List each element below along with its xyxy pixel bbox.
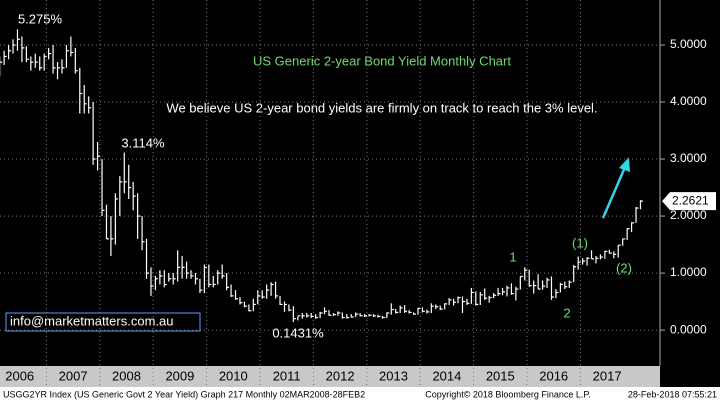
x-tick-label: 2007 bbox=[59, 368, 88, 383]
arrow-head bbox=[619, 157, 630, 172]
x-axis-band bbox=[0, 366, 660, 387]
chart-title: US Generic 2-year Bond Yield Monthly Cha… bbox=[253, 53, 511, 68]
annotation: (1) bbox=[572, 235, 588, 250]
arrow bbox=[601, 164, 628, 219]
contact: info@marketmatters.com.au bbox=[10, 313, 173, 328]
annotation: 2 bbox=[563, 305, 570, 320]
annotation: 0.1431% bbox=[272, 325, 324, 340]
last-value-box bbox=[662, 192, 716, 211]
x-tick-label: 2013 bbox=[379, 368, 408, 383]
x-tick-label: 2009 bbox=[165, 368, 194, 383]
chart-subtitle: We believe US 2-year bond yields are fir… bbox=[166, 100, 597, 115]
x-tick-label: 2017 bbox=[593, 368, 622, 383]
y-tick-label: 1.0000 bbox=[670, 265, 707, 279]
x-tick-label: 2016 bbox=[539, 368, 568, 383]
x-tick-label: 2006 bbox=[5, 368, 34, 383]
y-tick-label: 2.0000 bbox=[670, 208, 707, 222]
x-tick-label: 2015 bbox=[486, 368, 515, 383]
last-value-label: 2.2621 bbox=[672, 193, 709, 207]
annotation: 1 bbox=[509, 249, 516, 264]
contact-box bbox=[5, 312, 201, 332]
footer-date: 28-Feb-2018 07:55:21 bbox=[628, 389, 717, 399]
annotation: 3.114% bbox=[121, 135, 165, 150]
x-tick-label: 2008 bbox=[112, 368, 141, 383]
footer-band bbox=[0, 387, 720, 402]
x-tick-label: 2012 bbox=[326, 368, 355, 383]
annotation: 5.275% bbox=[18, 11, 63, 26]
x-tick-label: 2014 bbox=[432, 368, 461, 383]
y-tick-label: 4.0000 bbox=[670, 94, 707, 108]
y-tick-label: 0.0000 bbox=[670, 322, 707, 336]
x-tick-label: 2011 bbox=[273, 368, 301, 383]
x-tick-label: 2010 bbox=[219, 368, 248, 383]
footer-copyright: Copyright© 2018 Bloomberg Finance L.P. bbox=[425, 389, 591, 399]
annotation: (2) bbox=[616, 260, 632, 275]
footer-left: USGG2YR Index (US Generic Govt 2 Year Yi… bbox=[3, 389, 365, 399]
y-tick-label: 3.0000 bbox=[670, 151, 707, 165]
y-tick-label: 5.0000 bbox=[670, 37, 707, 51]
